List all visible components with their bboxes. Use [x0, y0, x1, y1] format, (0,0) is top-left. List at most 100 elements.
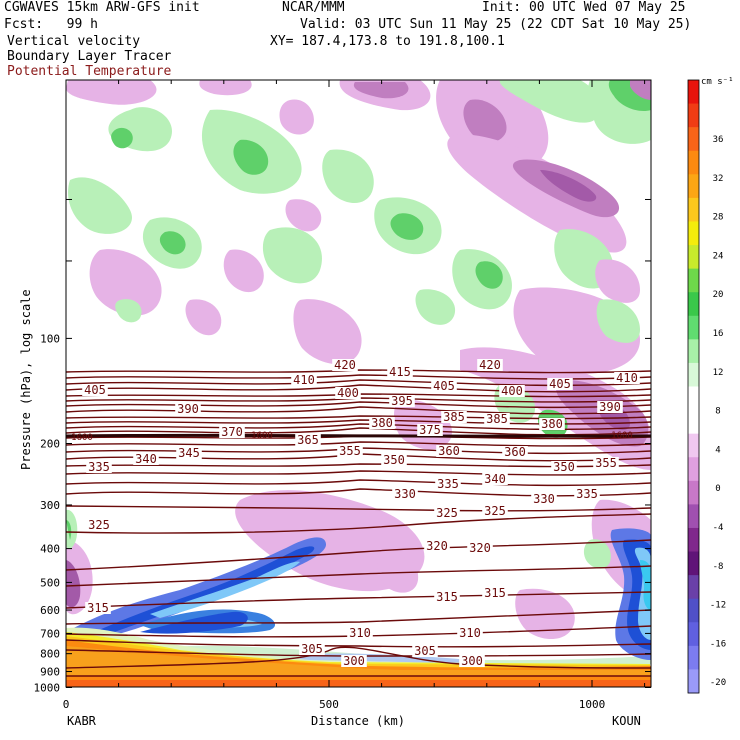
field-potential-temperature: Potential Temperature	[7, 64, 172, 79]
theta-label-bg	[332, 359, 358, 371]
colorbar-cell	[688, 268, 699, 293]
theta-label: 345	[178, 446, 200, 460]
theta-label: 325	[484, 504, 506, 518]
theta-label: 320	[426, 539, 448, 553]
theta-label: 315	[436, 590, 458, 604]
colorbar-label: -4	[713, 523, 724, 533]
colorbar-label: -20	[710, 678, 726, 688]
theta-label-bg	[82, 384, 108, 396]
theta-labels: 420 415 420 410 410 405 400 405 400 405 395 390 390 3…	[71, 358, 640, 668]
y-axis-title: Pressure (hPa), log scale	[19, 289, 33, 470]
theta-label-bg	[477, 359, 503, 371]
theta-label: 305	[301, 642, 323, 656]
theta-label-bg	[593, 457, 619, 469]
tropopause-label: 1600	[71, 433, 93, 443]
theta-label: 355	[595, 456, 617, 470]
colorbar-cell	[688, 197, 699, 222]
colorbar-cell	[688, 551, 699, 576]
theta-line	[66, 646, 651, 669]
theta-label: 385	[486, 412, 508, 426]
right-endpoint: KOUN	[612, 714, 641, 728]
theta-label-bg	[597, 401, 623, 413]
theta-label-bg	[291, 374, 317, 386]
theta-label: 315	[87, 601, 109, 615]
colorbar-label: 8	[715, 407, 720, 417]
colorbar-cell	[688, 245, 699, 270]
theta-label-bg	[434, 591, 460, 603]
theta-label-bg	[412, 645, 438, 657]
center-label: NCAR/MMM	[282, 0, 345, 15]
colorbar-label: 12	[713, 368, 724, 378]
theta-label: 300	[461, 654, 483, 668]
model-title: CGWAVES 15km ARW-GFS init	[4, 0, 200, 15]
theta-label: 375	[419, 423, 441, 437]
colorbar-cell	[688, 457, 699, 482]
y-axis: 100 200 300 400 500 600 700 800 900 1000	[34, 198, 651, 695]
theta-line	[66, 401, 651, 409]
x-tick-label: 500	[319, 698, 339, 711]
theta-label-bg	[133, 453, 159, 465]
init-time: Init: 00 UTC Wed 07 May 25	[482, 0, 686, 15]
theta-label: 335	[88, 460, 110, 474]
colorbar-cell	[688, 362, 699, 387]
theta-label: 405	[433, 379, 455, 393]
colorbar-cell	[688, 598, 699, 623]
theta-label-bg	[381, 454, 407, 466]
theta-label: 330	[394, 487, 416, 501]
theta-line	[66, 639, 651, 648]
colorbar-cell	[688, 669, 699, 694]
theta-label: 355	[339, 444, 361, 458]
theta-label: 335	[576, 487, 598, 501]
colorbar-label: 16	[713, 329, 724, 339]
xy-endpoints: XY= 187.4,173.8 to 191.8,100.1	[270, 34, 505, 49]
theta-label-bg	[547, 378, 573, 390]
plot-frame	[65, 79, 652, 688]
theta-label-bg	[539, 418, 565, 430]
theta-line	[66, 470, 651, 476]
theta-line	[66, 441, 651, 447]
x-tick-label: 0	[63, 698, 70, 711]
colorbar-label: 36	[713, 135, 724, 145]
theta-line	[66, 609, 651, 625]
theta-label: 300	[343, 654, 365, 668]
theta-label: 370	[221, 425, 243, 439]
theta-label-bg	[219, 426, 245, 438]
colorbar-cell	[688, 386, 699, 411]
theta-label: 310	[459, 626, 481, 640]
theta-label: 410	[293, 373, 315, 387]
theta-label: 325	[88, 518, 110, 532]
colorbar-label: 32	[713, 174, 724, 184]
theta-label: 405	[84, 383, 106, 397]
theta-label-bg	[86, 461, 112, 473]
theta-label-bg	[431, 380, 457, 392]
theta-label-bg	[299, 643, 325, 655]
colorbar-label: 24	[713, 251, 724, 261]
colorbar-cell	[688, 433, 699, 458]
colorbar-cell	[688, 221, 699, 246]
colorbar-cell	[688, 410, 699, 435]
theta-label: 350	[553, 460, 575, 474]
theta-label: 380	[371, 416, 393, 430]
theta-label-bg	[387, 366, 413, 378]
theta-label: 365	[297, 433, 319, 447]
theta-line	[66, 369, 651, 374]
theta-label-bg	[614, 372, 640, 384]
theta-label: 390	[177, 402, 199, 416]
theta-label: 315	[484, 586, 506, 600]
y-tick-label: 200	[40, 437, 60, 450]
theta-label-bg	[436, 445, 462, 457]
theta-label-bg	[531, 493, 557, 505]
theta-label-bg	[85, 602, 111, 614]
colorbar-cell	[688, 575, 699, 600]
colorbar-label: 28	[713, 213, 724, 223]
theta-label: 410	[616, 371, 638, 385]
colorbar-cell	[688, 127, 699, 152]
theta-line	[66, 539, 651, 571]
theta-label: 415	[389, 365, 411, 379]
colorbar-label: -12	[710, 601, 726, 611]
theta-label: 400	[337, 386, 359, 400]
field-bl-tracer: Boundary Layer Tracer	[7, 49, 172, 64]
colorbar-label: -16	[710, 639, 726, 649]
y-tick-label: 1000	[34, 682, 61, 695]
theta-label: 340	[484, 472, 506, 486]
